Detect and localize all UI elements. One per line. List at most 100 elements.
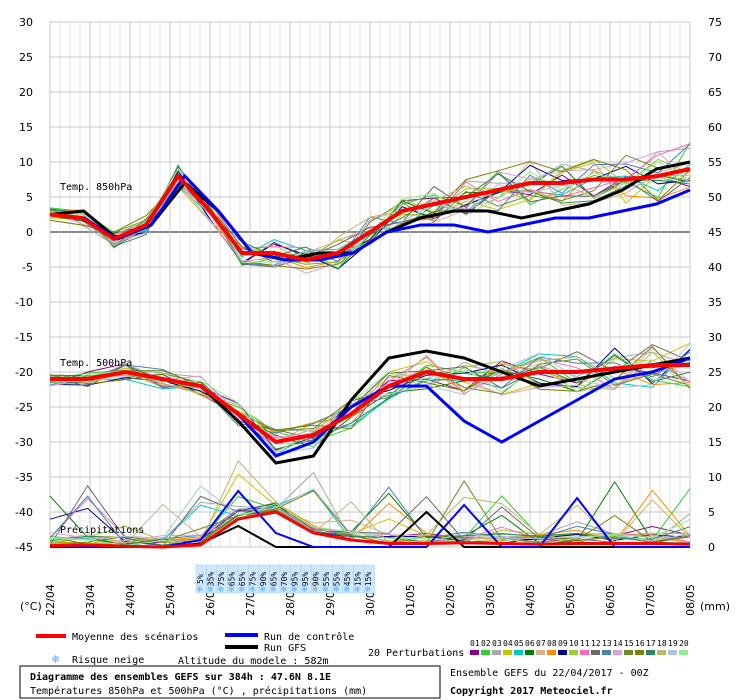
snowflake-icon: ❄ [355, 585, 361, 595]
perturbation-swatch [591, 650, 600, 655]
snow-risk-row: 5%❄35%❄75%❄65%❄65%❄75%❄90%❄65%❄70%❄95%❄9… [195, 564, 375, 595]
perturbation-number: 01 [470, 639, 480, 648]
x-tick-label: 25/04 [164, 584, 177, 616]
perturbation-number: 10 [569, 639, 579, 648]
right-tick-label: 30 [708, 331, 722, 344]
perturbation-swatch [525, 650, 534, 655]
perturbation-number: 18 [657, 639, 667, 648]
snow-risk-value: 75% [217, 572, 226, 587]
left-tick-label: 30 [19, 16, 33, 29]
pert-17-precip [49, 510, 691, 546]
perturbation-swatch [635, 650, 644, 655]
perturbation-number: 05 [514, 639, 524, 648]
left-tick-label: -15 [15, 331, 33, 344]
pert-19-precip [49, 485, 691, 543]
info-box [19, 665, 441, 699]
right-tick-label: 35 [708, 296, 722, 309]
label-precip: Précipitations [60, 524, 144, 536]
info-subtitle: Températures 850hPa et 500hPa (°C) , pré… [30, 685, 367, 697]
legend-mean: Moyenne des scénarios [72, 631, 198, 643]
x-tick-label: 03/05 [484, 584, 497, 616]
right-tick-label: 45 [708, 226, 722, 239]
snow-risk-value: 75% [249, 572, 258, 587]
left-tick-label: -45 [15, 541, 33, 554]
perturbation-number: 16 [635, 639, 645, 648]
snowflake-icon: ❄ [208, 585, 214, 595]
pert-20-precip [49, 503, 691, 547]
perturbation-swatches: 01 02 03 04 05 06 07 08 09 10 11 12 13 14 15 16 17 18 19 20 [470, 639, 689, 655]
perturbation-number: 09 [558, 639, 568, 648]
right-tick-label: 0 [708, 541, 715, 554]
right-tick-label: 50 [708, 191, 722, 204]
legend-perturbations: 20 Perturbations [368, 648, 464, 659]
x-tick-label: 23/04 [84, 584, 97, 616]
x-tick-label: 05/05 [564, 584, 577, 616]
left-tick-label: -40 [15, 506, 33, 519]
x-tick-label: 22/04 [44, 584, 57, 616]
label-temp500: Temp. 500hPa [60, 358, 132, 369]
x-tick-label: 01/05 [404, 584, 417, 616]
snow-risk-value: 65% [238, 572, 247, 587]
snowflake-icon: ❄ [52, 652, 59, 666]
left-tick-label: 20 [19, 86, 33, 99]
legend-altitude: Altitude du modele : 582m [178, 656, 329, 667]
right-unit: (mm) [700, 600, 730, 613]
x-tick-label: 06/05 [604, 584, 617, 616]
perturbation-swatch [547, 650, 556, 655]
right-tick-label: 75 [708, 16, 722, 29]
snow-risk-value: 55% [322, 572, 331, 587]
right-tick-label: 5 [708, 506, 715, 519]
perturbation-swatch [569, 650, 578, 655]
perturbation-number: 06 [525, 639, 535, 648]
snow-risk-value: 70% [280, 572, 289, 587]
snow-risk-value: 45% [343, 572, 352, 587]
snow-risk-value: 35% [207, 572, 216, 587]
perturbation-swatch [613, 650, 622, 655]
moyenne-des-sc-narios-t500 [50, 363, 690, 445]
left-tick-label: 5 [26, 191, 33, 204]
right-tick-label: 15 [708, 436, 722, 449]
snow-risk-value: 95% [291, 572, 300, 587]
pert-20-t500 [49, 359, 691, 448]
snowflake-icon: ❄ [239, 585, 245, 595]
perturbation-swatch [602, 650, 611, 655]
snow-risk-value: 90% [259, 572, 268, 587]
snowflake-icon: ❄ [229, 585, 235, 595]
perturbation-swatch [492, 650, 501, 655]
chart-grid [49, 21, 691, 548]
left-tick-label: -20 [15, 366, 33, 379]
pert-14-precip [49, 507, 691, 545]
snowflake-icon: ❄ [281, 585, 287, 595]
legend-control: Run de contrôle [264, 631, 354, 643]
perturbation-swatch [624, 650, 633, 655]
perturbation-swatch [679, 650, 688, 655]
right-tick-label: 10 [708, 471, 722, 484]
snow-risk-value: 15% [364, 572, 373, 587]
perturbation-swatch [646, 650, 655, 655]
perturbation-number: 14 [613, 639, 623, 648]
perturbation-number: 15 [624, 639, 634, 648]
info-ensemble: Ensemble GEFS du 22/04/2017 - 00Z [450, 668, 649, 679]
snowflake-icon: ❄ [302, 585, 308, 595]
right-tick-label: 20 [708, 401, 722, 414]
right-tick-label: 55 [708, 156, 722, 169]
perturbation-swatch [470, 650, 479, 655]
x-tick-label: 02/05 [444, 584, 457, 616]
perturbation-number: 02 [481, 639, 491, 648]
legend: Moyenne des scénarios Run de contrôle Ru… [36, 631, 689, 667]
pert-18-t500 [49, 354, 691, 453]
snowflake-icon: ❄ [323, 585, 329, 595]
snowflake-icon: ❄ [313, 585, 319, 595]
snow-risk-value: 65% [228, 572, 237, 587]
perturbation-number: 12 [591, 639, 601, 648]
snow-risk-value: 5% [196, 574, 205, 584]
moyenne-des-sc-narios-t850 [49, 167, 691, 263]
left-tick-label: 15 [19, 121, 33, 134]
pert-12-t500 [49, 344, 691, 440]
snowflake-icon: ❄ [218, 585, 224, 595]
info-title: Diagramme des ensembles GEFS sur 384h : … [30, 671, 331, 683]
perturbation-number: 11 [580, 639, 590, 648]
perturbation-number: 07 [536, 639, 546, 648]
perturbation-swatch [514, 650, 523, 655]
x-tick-label: 07/05 [644, 584, 657, 616]
